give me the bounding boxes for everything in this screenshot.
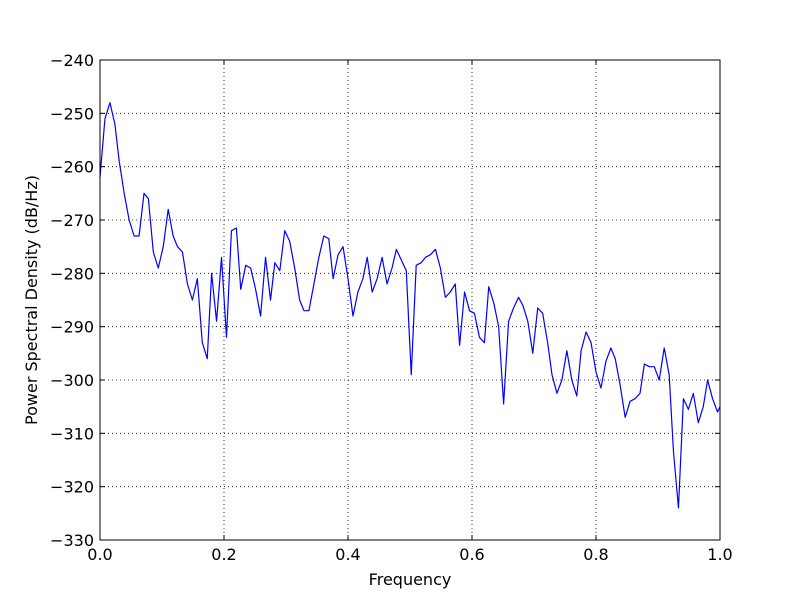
x-tick-label: 0.4 [335,545,360,564]
y-tick-label: −330 [50,531,94,550]
y-tick-label: −270 [50,211,94,230]
x-tick-label: 0.0 [87,545,112,564]
x-tick-label: 1.0 [707,545,732,564]
y-tick-label: −310 [50,424,94,443]
y-tick-label: −300 [50,371,94,390]
y-axis-label: Power Spectral Density (dB/Hz) [22,175,41,425]
series-group [99,102,721,509]
x-axis-label: Frequency [369,570,452,589]
x-tick-label: 0.8 [583,545,608,564]
y-tick-label: −290 [50,318,94,337]
grid-lines [100,60,720,540]
y-tick-label: −280 [50,264,94,283]
y-tick-label: −320 [50,478,94,497]
y-ticks: −330 −320 −310 −300 −290 −280 −270 −260 −250 −240 [50,51,720,550]
x-tick-label: 0.6 [459,545,484,564]
plot-frame [99,59,721,541]
psd-series-line [99,102,721,509]
y-tick-label: −240 [50,51,94,70]
plot-area-background [100,60,720,540]
x-tick-label: 0.2 [211,545,236,564]
y-tick-label: −260 [50,158,94,177]
x-ticks: 0.0 0.2 0.4 0.6 0.8 1.0 [87,60,733,564]
y-tick-label: −250 [50,104,94,123]
